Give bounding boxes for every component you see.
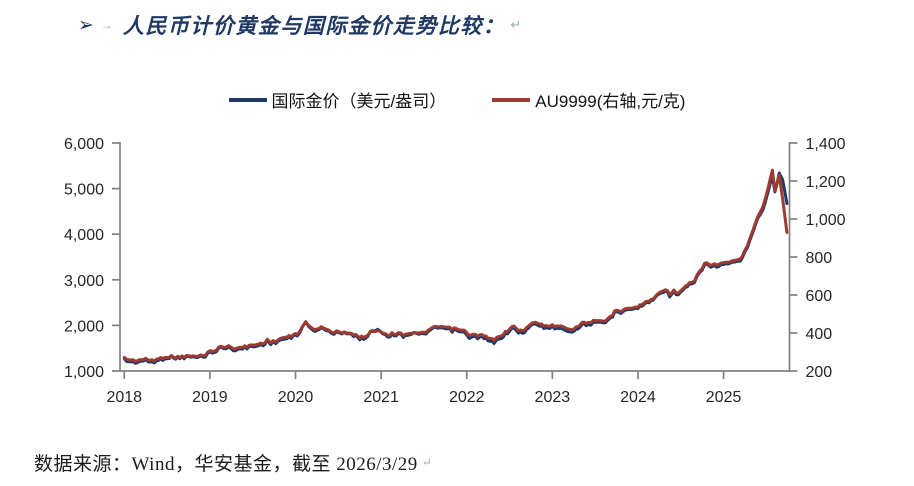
chart-legend: 国际金价（美元/盎司） AU9999(右轴,元/克) — [0, 87, 914, 112]
legend-line-swatch-red — [492, 97, 531, 102]
x-axis-tick-label: 2022 — [449, 389, 485, 406]
y-axis-right-tick-label: 400 — [806, 326, 833, 343]
y-axis-left-tick-label: 4,000 — [64, 227, 104, 244]
tab-mark-icon: → — [100, 18, 113, 32]
x-axis-tick-label: 2021 — [363, 389, 399, 406]
x-axis-tick-label: 2018 — [106, 389, 142, 406]
legend-label-intl-gold: 国际金价（美元/盎司） — [271, 92, 447, 111]
legend-item-au9999: AU9999(右轴,元/克) — [492, 87, 685, 112]
paragraph-return-icon: ↵ — [421, 455, 433, 469]
y-axis-left-tick-label: 6,000 — [64, 136, 104, 153]
y-axis-left-tick-label: 2,000 — [64, 318, 104, 335]
x-axis-tick-label: 2020 — [278, 389, 314, 406]
legend-label-au9999: AU9999(右轴,元/克) — [535, 92, 686, 111]
y-axis-right-tick-label: 800 — [806, 250, 833, 267]
y-axis-left-tick-label: 5,000 — [64, 182, 104, 199]
y-axis-right-tick-label: 600 — [806, 288, 833, 305]
y-axis-right-tick-label: 1,200 — [806, 174, 846, 191]
data-source-note: 数据来源：Wind，华安基金，截至 2026/3/29 ↵ — [34, 449, 432, 476]
arrow-bullet-icon: ➢ — [78, 14, 94, 36]
y-axis-right-tick-label: 1,000 — [806, 212, 846, 229]
y-axis-left-tick-label: 1,000 — [64, 364, 104, 381]
y-axis-right-tick-label: 200 — [806, 364, 833, 381]
series-line-intl-gold-usd — [122, 171, 789, 365]
y-axis-left-tick-label: 3,000 — [64, 273, 104, 290]
x-axis-tick-label: 2023 — [535, 389, 571, 406]
legend-line-swatch-blue — [228, 97, 267, 102]
chart-section-title: ➢ → 人民币计价黄金与国际金价走势比较： ↵ — [78, 10, 521, 40]
series-line-au9999-cny — [122, 168, 789, 363]
data-source-text: 数据来源：Wind，华安基金，截至 2026/3/29 — [34, 454, 418, 475]
paragraph-return-icon: ↵ — [510, 17, 522, 32]
x-axis-tick-label: 2024 — [620, 389, 656, 406]
legend-item-intl-gold: 国际金价（美元/盎司） — [228, 87, 447, 112]
y-axis-right-tick-label: 1,400 — [806, 136, 846, 153]
title-text: 人民币计价黄金与国际金价走势比较： — [122, 14, 506, 38]
x-axis-tick-label: 2025 — [706, 389, 742, 406]
x-axis-tick-label: 2019 — [192, 389, 228, 406]
